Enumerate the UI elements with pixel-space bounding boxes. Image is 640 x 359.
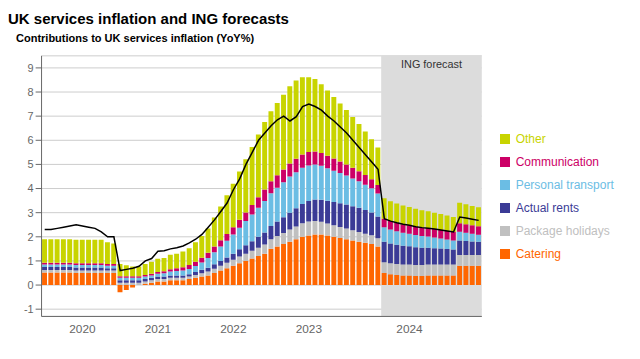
svg-text:-1: -1 bbox=[24, 303, 34, 315]
svg-text:0: 0 bbox=[28, 279, 34, 291]
html-text:Contributions to UK services i: Contributions to UK services inflation (… bbox=[16, 32, 255, 44]
svg-text:2023: 2023 bbox=[296, 322, 323, 336]
svg-text:3: 3 bbox=[28, 207, 34, 219]
html-text:UK services inflation and ING: UK services inflation and ING forecasts bbox=[8, 10, 289, 27]
html-text:Actual rents: Actual rents bbox=[515, 200, 579, 215]
svg-text:2024: 2024 bbox=[396, 322, 423, 336]
svg-text:9: 9 bbox=[28, 62, 34, 74]
svg-text:7: 7 bbox=[28, 110, 34, 122]
html-text:Package holidays: Package holidays bbox=[515, 223, 610, 238]
svg-text:5: 5 bbox=[28, 158, 34, 170]
svg-text:4: 4 bbox=[28, 182, 34, 194]
svg-text:1: 1 bbox=[28, 255, 34, 267]
svg-text:8: 8 bbox=[28, 86, 34, 98]
html-text:Personal transport: Personal transport bbox=[515, 177, 614, 192]
svg-text:2: 2 bbox=[28, 231, 34, 243]
html-text:Other: Other bbox=[515, 131, 546, 146]
svg-text:2022: 2022 bbox=[220, 322, 246, 336]
html-text:Communication: Communication bbox=[515, 154, 599, 169]
html-text:Catering: Catering bbox=[515, 246, 561, 261]
svg-text:ING forecast: ING forecast bbox=[401, 58, 462, 70]
svg-text:2020: 2020 bbox=[69, 322, 96, 336]
svg-text:6: 6 bbox=[28, 134, 34, 146]
svg-text:2021: 2021 bbox=[145, 322, 171, 336]
